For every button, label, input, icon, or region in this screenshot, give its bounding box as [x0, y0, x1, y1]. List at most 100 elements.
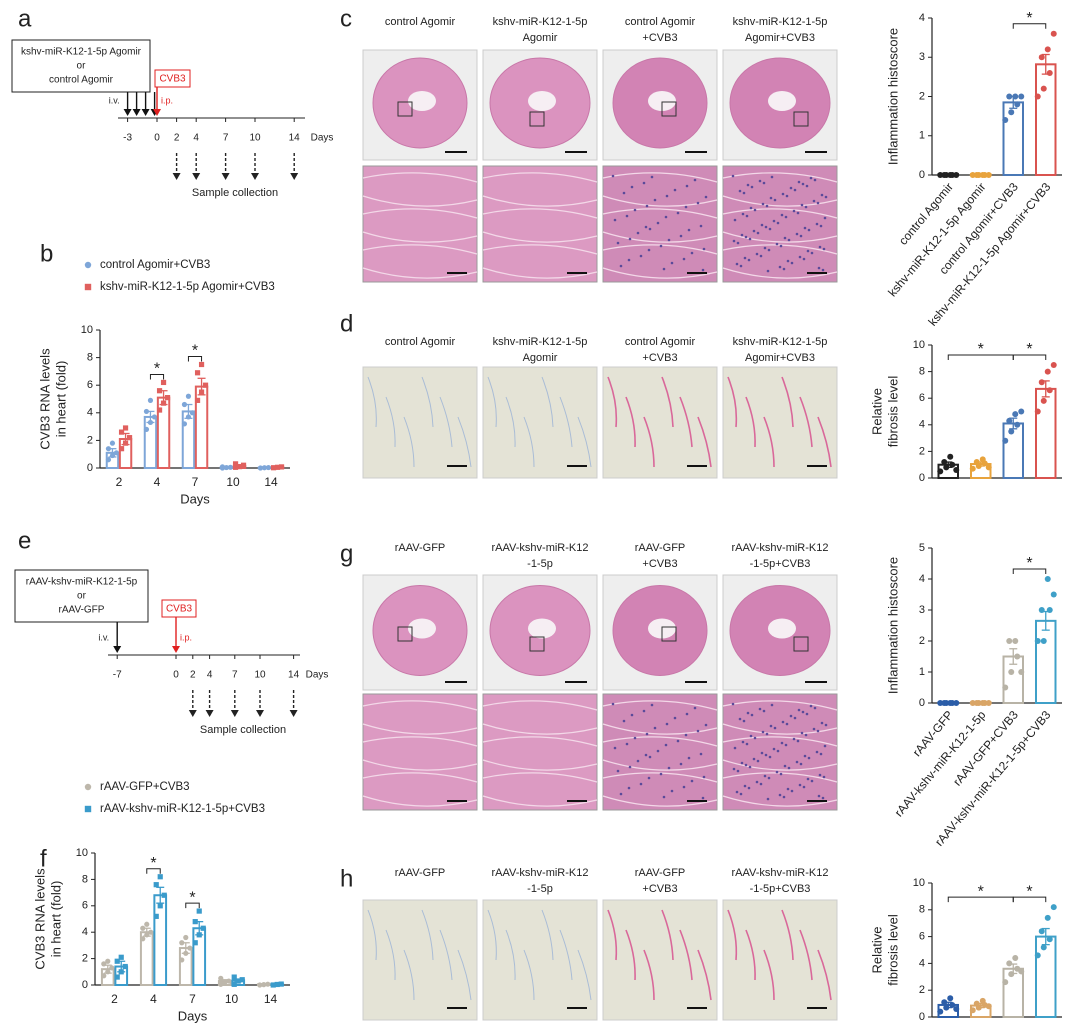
- infiltrate: [684, 733, 688, 737]
- column-title: +CVB3: [642, 558, 677, 570]
- tissue-fiber: [722, 795, 838, 807]
- tissue-fiber: [362, 172, 478, 183]
- infiltrate: [803, 226, 807, 230]
- data-point: [144, 921, 150, 927]
- infiltrate: [790, 789, 794, 793]
- infiltrate: [673, 716, 677, 720]
- infiltrate: [779, 244, 783, 248]
- infiltrate: [755, 780, 759, 784]
- column-title: +CVB3: [642, 883, 677, 895]
- data-point: [985, 700, 992, 706]
- infiltrate: [679, 762, 683, 766]
- infiltrate: [696, 729, 700, 733]
- data-point: [122, 963, 128, 970]
- infiltrate: [648, 755, 652, 759]
- infiltrate: [818, 773, 822, 777]
- infiltrate: [813, 178, 817, 182]
- collagen: [421, 909, 434, 961]
- tissue-fiber: [362, 772, 478, 783]
- data-point: [979, 172, 986, 178]
- collagen: [505, 929, 516, 981]
- data-point: [937, 1008, 944, 1015]
- panel-label: b: [40, 240, 53, 267]
- collagen: [607, 376, 618, 428]
- y-tick-label: 2: [87, 434, 93, 446]
- data-point: [937, 468, 944, 475]
- tissue-fiber: [482, 208, 598, 219]
- y-tick-label: 4: [82, 926, 88, 938]
- data-point: [1014, 421, 1021, 428]
- infiltrate: [699, 752, 703, 756]
- infiltrate: [783, 764, 787, 768]
- heart-cavity: [408, 618, 436, 639]
- infiltrate: [760, 223, 764, 227]
- infiltrate: [806, 777, 810, 781]
- injection-arrow-head: [132, 109, 141, 116]
- infiltrate: [780, 741, 784, 745]
- y-axis-label: in heart (fold): [53, 361, 68, 438]
- infiltrate: [701, 796, 705, 800]
- sampling-arrow-head: [192, 173, 201, 180]
- infiltrate: [755, 252, 759, 256]
- infiltrate: [784, 743, 788, 747]
- infiltrate: [821, 268, 825, 272]
- data-point: [157, 874, 163, 880]
- infiltrate: [690, 779, 694, 783]
- tissue-fiber: [482, 231, 598, 243]
- infiltrate: [782, 267, 786, 271]
- column-title: kshv-miR-K12-1-5p: [733, 336, 828, 348]
- infiltrate: [633, 736, 637, 740]
- data-point: [101, 973, 107, 979]
- data-point: [189, 410, 196, 416]
- infiltrate: [693, 706, 697, 710]
- data-point: [232, 464, 239, 470]
- x-tick-label: 14: [264, 475, 278, 489]
- infiltrate: [744, 235, 748, 239]
- infiltrate: [769, 196, 773, 200]
- tissue-fiber: [602, 723, 718, 735]
- infiltrate: [611, 702, 615, 706]
- infiltrate: [776, 749, 780, 753]
- infiltrate: [690, 251, 694, 255]
- column-title: kshv-miR-K12-1-5p: [733, 16, 828, 28]
- tissue-fiber: [482, 795, 598, 807]
- data-point: [151, 414, 158, 420]
- infiltrate: [746, 711, 750, 715]
- virus-arrow-head: [153, 109, 161, 116]
- significance-label: *: [1026, 341, 1032, 358]
- infiltrate: [679, 234, 683, 238]
- x-tick-label: 2: [116, 475, 123, 489]
- infiltrate: [665, 722, 669, 726]
- data-point: [153, 913, 159, 919]
- infiltrate: [763, 774, 767, 778]
- tissue-fiber: [722, 231, 838, 243]
- collagen: [439, 929, 453, 981]
- sampling-label: Sample collection: [200, 724, 286, 736]
- collagen: [367, 909, 377, 961]
- infiltrate: [765, 204, 769, 208]
- significance-bracket: [146, 868, 161, 874]
- collagen: [385, 929, 396, 981]
- legend-label: control Agomir+CVB3: [100, 259, 210, 271]
- data-point: [1002, 684, 1009, 691]
- infiltrate: [767, 248, 771, 252]
- panel-label: e: [18, 527, 31, 554]
- infiltrate: [682, 785, 686, 789]
- heart-cavity: [768, 618, 796, 639]
- infiltrate: [812, 199, 816, 203]
- infiltrate: [761, 730, 765, 734]
- infiltrate: [758, 179, 762, 183]
- data-point: [1018, 968, 1025, 975]
- data-point: [118, 429, 125, 435]
- zoom-box: [529, 636, 545, 652]
- collagen: [745, 396, 756, 448]
- infiltrate: [793, 188, 797, 192]
- infiltrate: [798, 783, 802, 787]
- data-point: [109, 965, 115, 971]
- infiltrate: [647, 248, 651, 252]
- infiltrate: [773, 726, 777, 730]
- infiltrate: [764, 753, 768, 757]
- collagen: [577, 416, 592, 468]
- infiltrate: [619, 264, 623, 268]
- tissue-fiber: [722, 772, 838, 783]
